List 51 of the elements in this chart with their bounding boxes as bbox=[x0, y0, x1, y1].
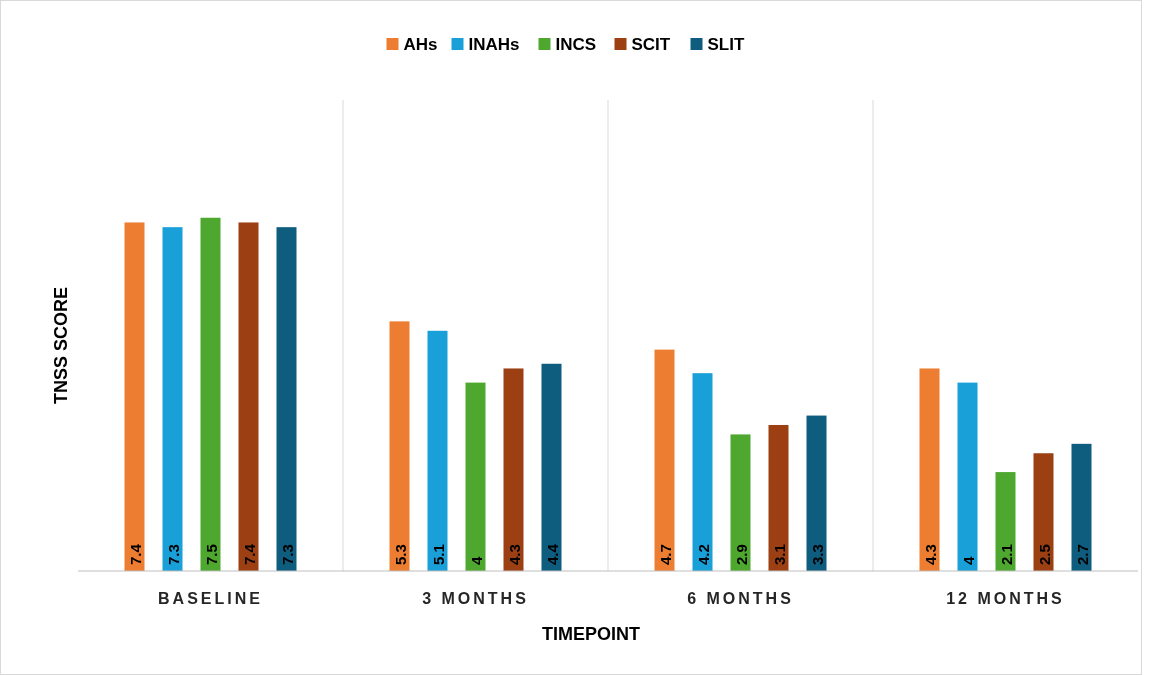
data-label: 5.3 bbox=[391, 544, 409, 565]
data-label: 2.5 bbox=[1035, 544, 1053, 565]
data-label: 4.2 bbox=[694, 544, 712, 565]
data-label: 4.7 bbox=[656, 544, 674, 565]
bar bbox=[541, 363, 562, 571]
data-label: 2.9 bbox=[732, 544, 750, 565]
data-label: 3.1 bbox=[770, 544, 788, 565]
data-label: 7.4 bbox=[126, 543, 144, 565]
legend-label: INCS bbox=[555, 35, 597, 54]
bar bbox=[503, 368, 524, 571]
bar bbox=[1071, 443, 1092, 571]
bar bbox=[995, 472, 1016, 571]
x-tick-label: BASELINE bbox=[158, 590, 263, 607]
legend-label: SCIT bbox=[631, 35, 671, 54]
bar bbox=[692, 373, 713, 571]
x-axis-title: TIMEPOINT bbox=[542, 624, 640, 644]
data-label: 3.3 bbox=[808, 544, 826, 565]
x-tick-label: 6 MONTHS bbox=[687, 590, 794, 607]
data-label: 7.3 bbox=[278, 544, 296, 565]
bar bbox=[427, 330, 448, 571]
data-label: 4 bbox=[467, 556, 485, 565]
bar bbox=[957, 382, 978, 571]
bar bbox=[200, 217, 221, 571]
bar bbox=[162, 227, 183, 571]
bar bbox=[389, 321, 410, 571]
bar bbox=[768, 424, 789, 571]
data-label: 7.5 bbox=[202, 544, 220, 565]
bar bbox=[124, 222, 145, 571]
y-axis-title: TNSS SCORE bbox=[51, 286, 71, 405]
bar bbox=[919, 368, 940, 571]
data-label: 4 bbox=[959, 556, 977, 565]
legend-label: INAHs bbox=[468, 35, 520, 54]
bar bbox=[1033, 453, 1054, 571]
data-label: 4.4 bbox=[543, 543, 561, 565]
data-label: 2.1 bbox=[997, 544, 1015, 565]
bar bbox=[730, 434, 751, 571]
x-tick-label: 12 MONTHS bbox=[946, 590, 1065, 607]
data-label: 4.3 bbox=[921, 544, 939, 565]
data-label: 4.3 bbox=[505, 544, 523, 565]
x-tick-label: 3 MONTHS bbox=[422, 590, 529, 607]
data-label: 7.3 bbox=[164, 544, 182, 565]
bar bbox=[465, 382, 486, 571]
data-label: 7.4 bbox=[240, 543, 258, 565]
data-label: 5.1 bbox=[429, 544, 447, 565]
bar bbox=[654, 349, 675, 571]
bar bbox=[238, 222, 259, 571]
legend-label: AHs bbox=[403, 35, 438, 54]
data-label: 2.7 bbox=[1073, 544, 1091, 565]
bar bbox=[806, 415, 827, 571]
bar bbox=[276, 227, 297, 571]
legend-label: SLIT bbox=[707, 35, 745, 54]
